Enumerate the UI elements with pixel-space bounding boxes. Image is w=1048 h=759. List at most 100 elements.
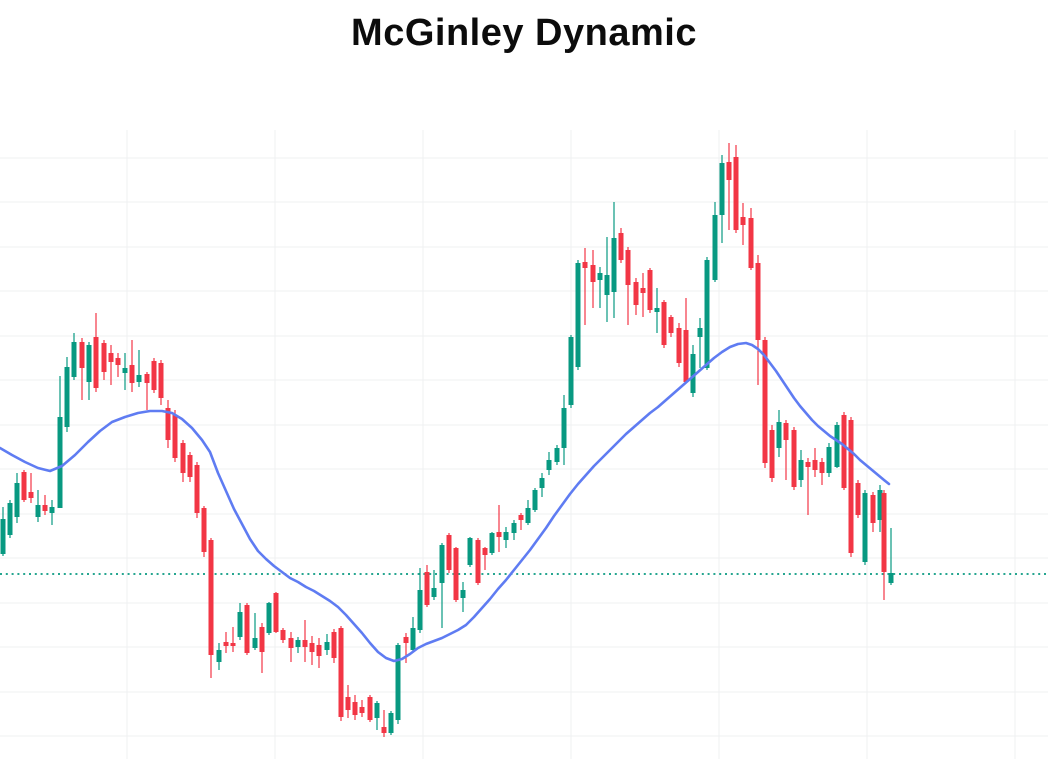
candle-body (532, 490, 538, 510)
candle-body (712, 215, 718, 280)
candle-body (410, 628, 416, 650)
candle-body (115, 358, 121, 365)
candle-body (216, 650, 222, 662)
candle-body (719, 163, 725, 215)
candle-body (288, 638, 294, 648)
candle-body (503, 532, 509, 540)
candle-body (395, 645, 401, 720)
candle-body (49, 507, 55, 513)
candle-body (165, 408, 171, 440)
candle-body (381, 727, 387, 733)
candle-body (733, 157, 739, 230)
candle-body (309, 643, 315, 652)
candle-body (79, 342, 85, 368)
candle-body (561, 408, 567, 448)
candle-body (755, 263, 761, 340)
candle-body (35, 505, 41, 517)
candle-body (266, 603, 272, 633)
candle-body (93, 337, 99, 388)
candle-body (467, 538, 473, 565)
candle-body (877, 490, 883, 520)
candle-body (345, 697, 351, 710)
candle-body (568, 337, 574, 405)
candle-body (740, 217, 746, 225)
candle-body (798, 460, 804, 480)
candle-body (359, 707, 365, 713)
candle-body (424, 572, 430, 605)
candle-body (496, 532, 502, 537)
candle-body (776, 422, 782, 448)
candle-body (338, 628, 344, 717)
mcginley-dynamic-line (0, 341, 891, 663)
candle-body (647, 270, 653, 310)
chart-title: McGinley Dynamic (351, 12, 697, 54)
candle-body (403, 637, 409, 643)
candle-body (676, 328, 682, 363)
candle-body (726, 162, 732, 180)
candle-body (388, 713, 394, 733)
candle-body (439, 545, 445, 583)
candle-body (575, 263, 581, 367)
candle-body (848, 420, 854, 553)
candle-body (661, 302, 667, 345)
candle-body (546, 460, 552, 470)
candlestick-series (0, 143, 894, 737)
candle-body (21, 472, 27, 500)
candle-body (331, 632, 337, 658)
candle-body (762, 340, 768, 463)
candle-body (230, 643, 236, 646)
candle-body (618, 233, 624, 260)
candle-body (0, 519, 6, 554)
candle-body (324, 642, 330, 650)
candle-body (273, 593, 279, 632)
candle-body (28, 492, 34, 498)
candle-body (374, 703, 380, 718)
candle-body (805, 462, 811, 467)
candle-body (633, 282, 639, 305)
candle-body (144, 374, 150, 383)
candle-body (172, 415, 178, 458)
candle-body (511, 523, 517, 533)
overlay-line (0, 341, 891, 663)
candle-body (367, 697, 373, 720)
candle-body (554, 448, 560, 462)
candle-body (259, 627, 265, 652)
candle-body (151, 361, 157, 390)
candle-body (834, 425, 840, 467)
candle-body (129, 365, 135, 383)
candle-body (748, 218, 754, 268)
candle-body (640, 288, 646, 293)
candle-body (42, 505, 48, 511)
candle-body (654, 308, 660, 312)
candle-body (101, 343, 107, 372)
candle-body (14, 483, 20, 517)
candle-body (539, 478, 545, 488)
candle-body (783, 423, 789, 440)
candle-body (7, 503, 13, 535)
candle-body (108, 353, 114, 362)
candle-body (208, 540, 214, 655)
candle-body (194, 465, 200, 513)
candle-body (180, 443, 186, 473)
candle-body (668, 317, 674, 333)
candle-body (690, 354, 696, 393)
candle-body (252, 638, 258, 648)
candle-body (855, 483, 861, 515)
candle-body (862, 493, 868, 562)
candle-body (136, 375, 142, 382)
candle-body (769, 430, 775, 478)
candle-body (518, 515, 524, 520)
candle-body (158, 363, 164, 398)
candle-body (819, 462, 825, 473)
candle-body (446, 535, 452, 570)
candle-body (280, 630, 286, 640)
candle-body (57, 417, 63, 508)
candle-body (841, 415, 847, 488)
candle-body (888, 573, 894, 583)
candle-body (316, 645, 322, 656)
gridlines (0, 130, 1048, 759)
candle-body (870, 495, 876, 523)
candle-body (697, 328, 703, 337)
